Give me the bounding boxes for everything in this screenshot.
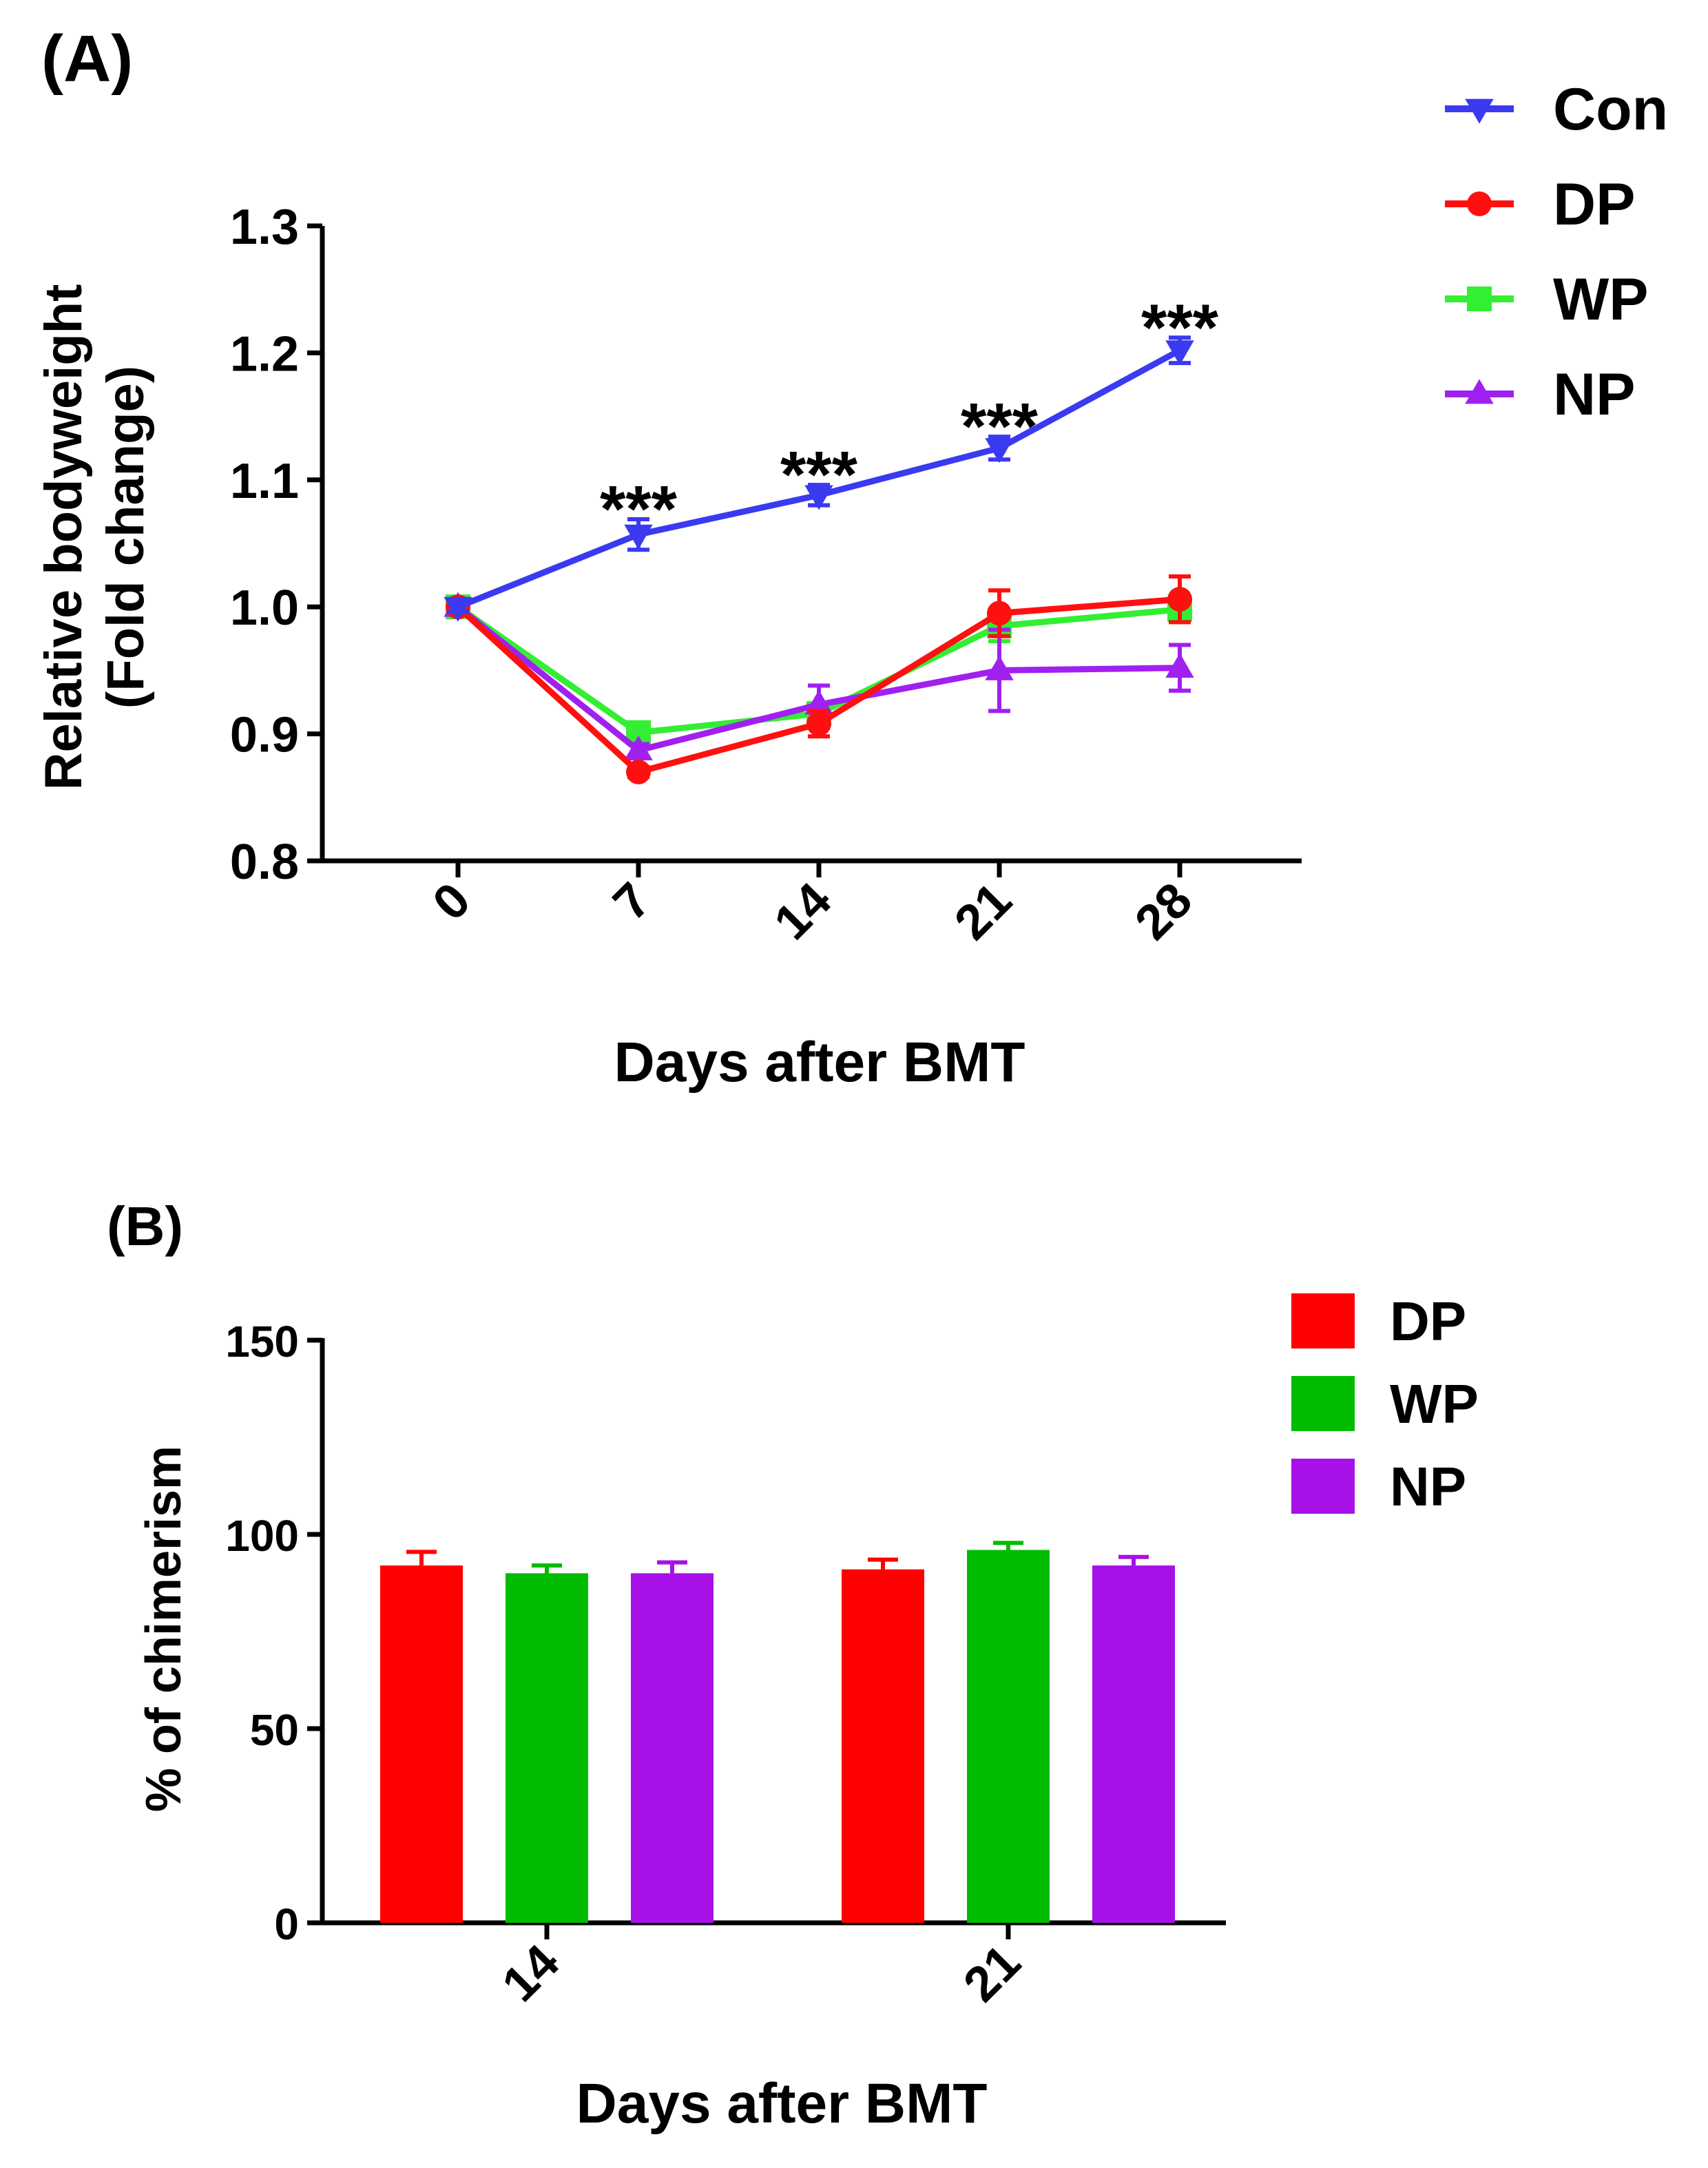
bar-wp-day-14: [506, 1563, 588, 1923]
data-point: [987, 601, 1012, 626]
legend-marker: [1467, 191, 1492, 216]
bar: [967, 1550, 1050, 1923]
bar: [506, 1573, 588, 1923]
bar-np-day-21: [1092, 1554, 1175, 1923]
y-label-line2: (Fold change): [96, 366, 155, 709]
legend-label: NP: [1390, 1456, 1466, 1517]
data-point: [985, 438, 1014, 463]
data-point: [626, 759, 651, 784]
legend-label: DP: [1390, 1291, 1466, 1352]
data-point: [985, 655, 1014, 680]
y-label-line1: Relative bodyweight: [34, 284, 93, 791]
legend-entry-np: NP: [1445, 362, 1635, 428]
legend-marker: [1465, 379, 1494, 404]
legend-label: NP: [1553, 362, 1635, 428]
y-tick-label: 0: [274, 1899, 299, 1949]
legend-swatch: [1291, 1459, 1355, 1514]
x-tick-label: 21: [944, 873, 1022, 950]
series-con: [444, 335, 1194, 622]
bar: [380, 1565, 463, 1923]
legend-label: WP: [1390, 1373, 1479, 1435]
x-tick-label: 7: [603, 873, 661, 931]
panel-a: (A) Relative bodyweight (Fold change) 0.…: [34, 22, 1668, 1094]
panel-b-x-axis-label: Days after BMT: [576, 2072, 988, 2135]
legend-marker: [1465, 98, 1494, 124]
panel-b-label: (B): [107, 1196, 183, 1257]
x-tick-label: 0: [422, 873, 481, 931]
legend-marker: [1467, 286, 1492, 311]
legend-swatch: [1291, 1293, 1355, 1348]
y-tick-label: 1.3: [230, 200, 299, 255]
legend-label: DP: [1553, 171, 1635, 238]
significance-annotation: ***: [780, 438, 858, 512]
significance-annotation: ***: [1141, 291, 1219, 364]
data-point: [804, 689, 833, 715]
y-tick-label: 150: [225, 1317, 299, 1366]
legend-entry-dp: DP: [1445, 171, 1635, 238]
bar-wp-day-21: [967, 1541, 1050, 1923]
data-point: [624, 524, 653, 550]
legend-entry-dp: DP: [1291, 1291, 1466, 1352]
data-point: [444, 596, 472, 622]
y-tick-label: 1.2: [230, 326, 299, 382]
data-point: [1165, 340, 1194, 366]
legend-swatch: [1291, 1376, 1355, 1431]
legend-entry-wp: WP: [1445, 267, 1649, 333]
data-point: [806, 711, 831, 736]
bar: [842, 1569, 924, 1923]
significance-annotation: ***: [961, 390, 1039, 463]
panel-a-y-axis-label: Relative bodyweight (Fold change): [34, 284, 155, 791]
x-tick-label: 14: [492, 1935, 570, 2012]
x-tick-label: 14: [764, 873, 842, 950]
x-tick-label: 28: [1125, 873, 1202, 950]
y-tick-label: 50: [250, 1705, 299, 1755]
x-tick-label: 21: [953, 1935, 1031, 2012]
legend-label: Con: [1553, 76, 1668, 143]
panel-b: (B) % of chimerism 0 50 100 150 14 21 DP WP NP…: [107, 1196, 1479, 2135]
bar-np-day-14: [631, 1560, 714, 1923]
panel-a-label: (A): [41, 22, 133, 96]
legend-entry-con: Con: [1445, 76, 1668, 143]
series-dp: [446, 574, 1192, 784]
y-tick-label: 0.8: [230, 835, 299, 890]
bar-dp-day-14: [380, 1550, 463, 1923]
y-tick-label: 0.9: [230, 708, 299, 763]
y-tick-label: 100: [225, 1511, 299, 1561]
bar-dp-day-21: [842, 1557, 924, 1923]
data-point: [1165, 653, 1194, 678]
legend-entry-wp: WP: [1291, 1373, 1479, 1435]
data-point: [624, 735, 653, 760]
data-point: [1167, 587, 1192, 612]
significance-annotation: ***: [600, 472, 678, 546]
bar: [1092, 1565, 1175, 1923]
data-point: [804, 485, 833, 510]
legend-entry-np: NP: [1291, 1456, 1466, 1517]
bar: [631, 1573, 714, 1923]
y-tick-label: 1.0: [230, 581, 299, 636]
panel-b-y-axis-label: % of chimerism: [136, 1446, 191, 1812]
panel-a-x-axis-label: Days after BMT: [614, 1031, 1025, 1094]
legend-label: WP: [1553, 267, 1649, 333]
y-tick-label: 1.1: [230, 454, 299, 509]
